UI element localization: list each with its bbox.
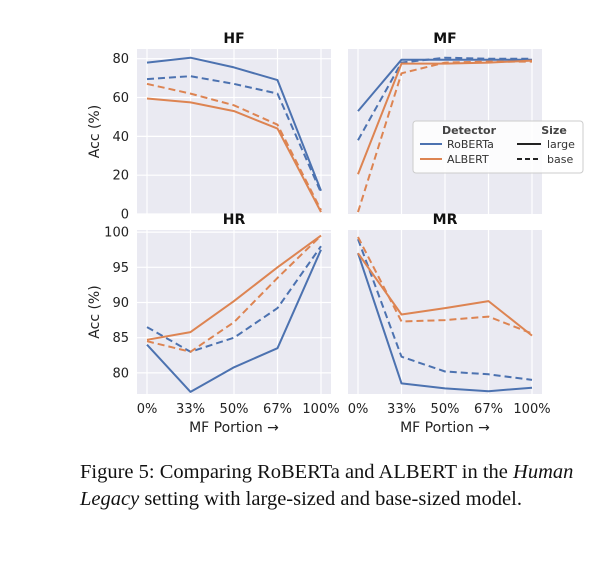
series-line-roberta-large — [146, 56, 322, 192]
series-line-roberta-base — [146, 75, 322, 194]
series-line-albert-base — [146, 234, 322, 353]
xtick-label: 67% — [263, 402, 292, 417]
caption-prefix: Figure 5: Comparing RoBERTa and ALBERT i… — [80, 461, 508, 483]
series-line-albert-large — [146, 97, 322, 213]
y-axis-label: Acc (%) — [87, 105, 103, 158]
series-line-roberta-large — [146, 249, 322, 393]
series-line-albert-base — [357, 236, 533, 335]
caption-suffix: setting with large-sized and base-sized … — [144, 488, 522, 510]
figure-caption: Figure 5: Comparing RoBERTa and ALBERT i… — [80, 459, 580, 513]
legend-box — [412, 120, 584, 174]
xtick-label: 50% — [220, 402, 249, 417]
xtick-label: 100% — [513, 402, 550, 417]
figure-chart: 0 20 40 60 80 HF Acc (%) MF 80 85 90 95 100 HR 0% 33% 50… — [87, 31, 584, 436]
xtick-label: 33% — [176, 402, 205, 417]
series-line-albert-large — [357, 252, 533, 337]
xtick-label: 0% — [348, 402, 369, 417]
legend-detector-title: Detector — [442, 124, 497, 137]
series-line-roberta-base — [357, 56, 532, 141]
ytick-label: 80 — [112, 366, 129, 381]
ytick-label: 95 — [112, 261, 129, 276]
legend-label-albert: ALBERT — [447, 153, 489, 166]
xtick-label: 0% — [137, 402, 158, 417]
x-axis-label: MF Portion → — [400, 420, 490, 436]
legend-label-large: large — [547, 138, 575, 151]
ytick-label: 100 — [104, 226, 129, 241]
panel-title: HF — [223, 31, 244, 47]
caption-italic: Human Legacy — [80, 461, 574, 510]
ytick-label: 90 — [112, 296, 129, 311]
panel-title: MF — [433, 31, 457, 47]
xtick-label: 67% — [474, 402, 503, 417]
legend-label-base: base — [547, 153, 573, 166]
ytick-label: 40 — [112, 130, 129, 145]
legend-label-roberta: RoBERTa — [447, 138, 494, 151]
x-axis-label: MF Portion → — [189, 420, 279, 436]
xtick-label: 100% — [302, 402, 339, 417]
series-line-roberta-base — [357, 238, 533, 381]
xtick-label: 33% — [387, 402, 416, 417]
legend-size-title: Size — [541, 124, 567, 137]
ytick-label: 85 — [112, 331, 129, 346]
ytick-label: 20 — [112, 169, 129, 184]
series-line-roberta-large — [357, 252, 533, 393]
series-line-albert-base — [357, 60, 532, 213]
panel-title: HR — [223, 212, 246, 228]
xtick-label: 50% — [431, 402, 460, 417]
y-axis-label: Acc (%) — [87, 285, 103, 338]
series-line-albert-large — [146, 234, 322, 341]
ytick-label: 80 — [112, 52, 129, 67]
ytick-label: 0 — [121, 208, 129, 223]
series-line-roberta-base — [146, 245, 322, 353]
panel-title: MR — [433, 212, 458, 228]
ytick-label: 60 — [112, 91, 129, 106]
series-line-albert-base — [146, 82, 322, 211]
